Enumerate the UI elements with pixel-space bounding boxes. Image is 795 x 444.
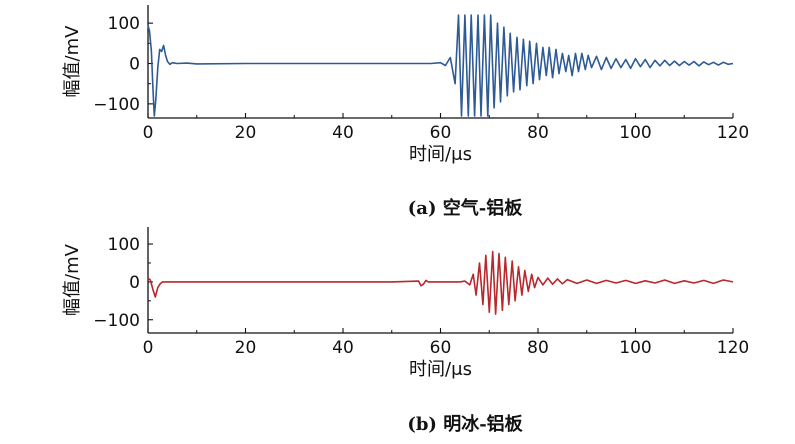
caption-b: (b) 明冰-铝板 [407, 413, 523, 435]
x-tick-label: 80 [527, 123, 549, 143]
x-tick-label: 60 [430, 123, 452, 143]
x-axis-label: 时间/μs [409, 359, 472, 380]
y-tick-label: 0 [129, 273, 140, 293]
x-tick-label: 40 [332, 123, 354, 143]
x-tick-label: 80 [527, 338, 549, 358]
y-tick-label: 100 [108, 235, 140, 255]
chart-panel-a: (a) 空气-铝板 0 20 40 60 80 100 1201000−100时间/μs幅值… [62, 5, 749, 219]
x-tick-label: 100 [619, 338, 651, 358]
x-tick-label: 0 [143, 123, 154, 143]
x-tick-label: 120 [717, 338, 749, 358]
chart-panel-b: (b) 明冰-铝板 0 20 40 60 80 100 1201000−100时间/μs幅值… [62, 227, 749, 435]
x-tick-label: 40 [332, 338, 354, 358]
y-axis-label: 幅值/mV [62, 243, 83, 316]
x-tick-label: 20 [235, 338, 257, 358]
y-tick-label: 100 [108, 14, 140, 34]
y-tick-label: −100 [93, 95, 140, 115]
x-tick-label: 20 [235, 123, 257, 143]
y-axis-label: 幅值/mV [62, 25, 83, 98]
series-line [147, 250, 734, 315]
x-tick-label: 60 [430, 338, 452, 358]
x-axis-label: 时间/μs [409, 144, 472, 165]
y-tick-label: 0 [129, 55, 140, 75]
x-tick-label: 0 [143, 338, 154, 358]
x-tick-label: 120 [717, 123, 749, 143]
series-line [147, 14, 734, 117]
x-tick-label: 100 [619, 123, 651, 143]
y-tick-label: −100 [93, 311, 140, 331]
caption-a: (a) 空气-铝板 [408, 197, 523, 219]
